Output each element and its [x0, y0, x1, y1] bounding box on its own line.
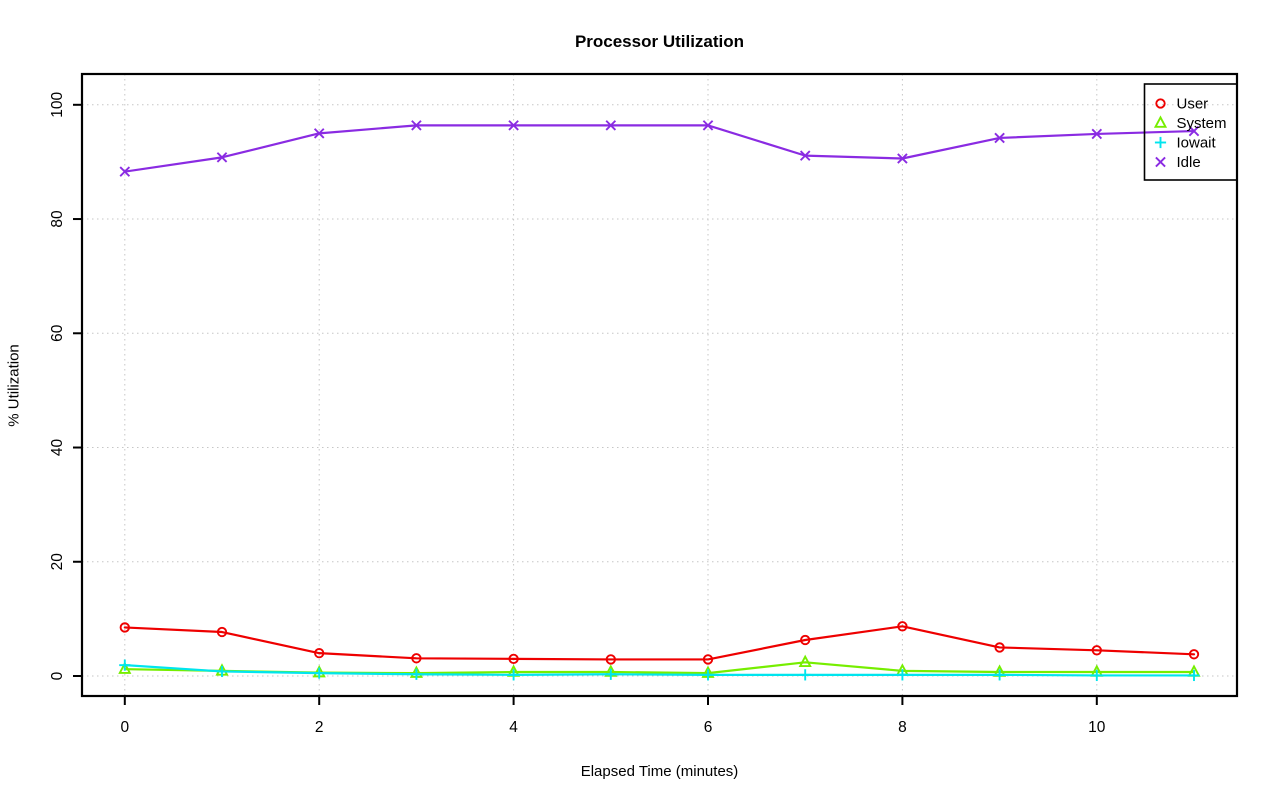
series-idle-marker: [411, 120, 422, 131]
series-user-marker: [994, 642, 1005, 653]
legend-box: [1143, 83, 1238, 181]
series-idle-marker: [799, 150, 811, 161]
series-system-marker: [798, 654, 812, 668]
series-user-marker: [1091, 645, 1102, 656]
series-user-marker: [508, 653, 519, 665]
series-idle-line: [123, 124, 1196, 173]
series-user-marker: [411, 653, 422, 664]
series-idle-marker: [994, 132, 1005, 144]
x-tick-label: 0: [120, 719, 129, 736]
y-tick-label: 80: [49, 210, 66, 228]
series-user-marker: [1188, 649, 1200, 660]
series-idle-marker: [1188, 125, 1200, 137]
series-idle-marker: [508, 120, 519, 131]
series-idle-marker: [605, 120, 617, 131]
x-tick-label: 8: [898, 719, 907, 736]
series-idle-marker: [897, 153, 908, 164]
chart-title: Processor Utilization: [574, 32, 745, 51]
series-idle-marker: [313, 128, 325, 139]
series-iowait-line: [123, 664, 1196, 677]
legend-idle-marker-icon: [1155, 156, 1166, 168]
x-tick-label: 2: [315, 719, 324, 736]
legend-user-marker-icon: [1155, 98, 1166, 109]
series-idle-marker: [1091, 128, 1103, 140]
series-idle-marker: [119, 166, 131, 177]
x-tick-label: 4: [509, 719, 518, 736]
y-tick-label: 60: [49, 324, 66, 342]
series-system-marker: [118, 661, 132, 674]
legend-label-user: User: [1177, 96, 1209, 113]
series-idle-marker: [702, 120, 714, 131]
y-tick-label: 100: [49, 91, 66, 117]
series-user-marker: [119, 622, 130, 633]
series-user-marker: [605, 654, 616, 665]
series-user-marker: [314, 648, 325, 659]
series-user-marker: [897, 621, 908, 632]
y-tick-label: 40: [49, 439, 66, 457]
x-tick-label: 10: [1088, 719, 1106, 736]
series-user-marker: [216, 626, 228, 638]
series-user-line: [123, 625, 1196, 661]
series-user-marker: [702, 654, 714, 665]
legend-label-system: System: [1177, 115, 1227, 132]
legend-label-iowait: Iowait: [1177, 135, 1217, 152]
legend-system-marker-icon: [1153, 115, 1168, 128]
plot-border: [80, 72, 1239, 698]
y-tick-label: 20: [49, 553, 66, 571]
series-idle-marker: [216, 152, 228, 163]
x-tick-label: 6: [704, 719, 713, 736]
legend-label-idle: Idle: [1177, 154, 1201, 171]
series-user-marker: [800, 634, 811, 646]
y-tick-label: 0: [49, 671, 66, 680]
x-axis-label: Elapsed Time (minutes): [580, 763, 739, 780]
